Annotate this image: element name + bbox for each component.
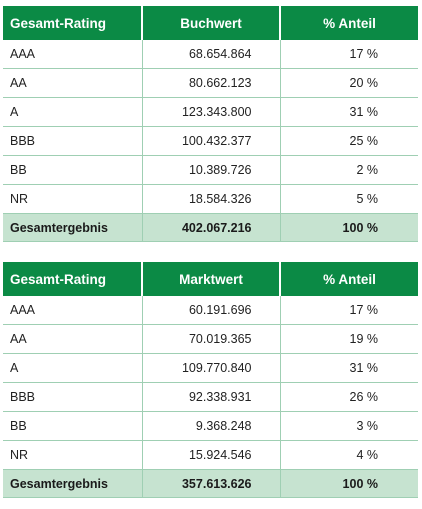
share-cell: 17 % [280, 296, 418, 325]
table-row: AA 70.019.365 19 % [3, 324, 418, 354]
value-cell: 60.191.696 [142, 296, 281, 325]
share-cell: 17 % [280, 40, 418, 69]
share-cell: 31 % [280, 97, 418, 127]
total-value: 402.067.216 [142, 213, 281, 242]
table-row: BBB 92.338.931 26 % [3, 382, 418, 412]
share-cell: 20 % [280, 68, 418, 98]
share-cell: 25 % [280, 126, 418, 156]
table-row: A 109.770.840 31 % [3, 353, 418, 383]
rating-cell: AA [3, 324, 143, 354]
value-cell: 100.432.377 [142, 126, 281, 156]
table-row: NR 15.924.546 4 % [3, 440, 418, 470]
table-header-row: Gesamt-Rating Marktwert % Anteil [3, 262, 418, 296]
rating-table-buchwert: Gesamt-Rating Buchwert % Anteil AAA 68.6… [3, 6, 418, 242]
total-label: Gesamtergebnis [3, 213, 143, 242]
table-row: A 123.343.800 31 % [3, 97, 418, 127]
share-cell: 26 % [280, 382, 418, 412]
share-cell: 2 % [280, 155, 418, 185]
table-row: BB 10.389.726 2 % [3, 155, 418, 185]
rating-cell: BBB [3, 382, 143, 412]
rating-cell: AAA [3, 40, 143, 69]
rating-cell: NR [3, 184, 143, 214]
column-header-marktwert: Marktwert [142, 262, 281, 296]
rating-cell: BB [3, 155, 143, 185]
value-cell: 70.019.365 [142, 324, 281, 354]
rating-cell: AA [3, 68, 143, 98]
total-row: Gesamtergebnis 402.067.216 100 % [3, 213, 418, 242]
table-row: AAA 68.654.864 17 % [3, 40, 418, 69]
rating-cell: BBB [3, 126, 143, 156]
rating-table-marktwert: Gesamt-Rating Marktwert % Anteil AAA 60.… [3, 262, 418, 498]
value-cell: 68.654.864 [142, 40, 281, 69]
value-cell: 109.770.840 [142, 353, 281, 383]
value-cell: 15.924.546 [142, 440, 281, 470]
value-cell: 123.343.800 [142, 97, 281, 127]
share-cell: 3 % [280, 411, 418, 441]
total-row: Gesamtergebnis 357.613.626 100 % [3, 469, 418, 498]
total-label: Gesamtergebnis [3, 469, 143, 498]
table-header-row: Gesamt-Rating Buchwert % Anteil [3, 6, 418, 40]
value-cell: 18.584.326 [142, 184, 281, 214]
rating-cell: A [3, 97, 143, 127]
column-header-buchwert: Buchwert [142, 6, 281, 40]
column-header-rating: Gesamt-Rating [3, 262, 143, 296]
column-header-anteil: % Anteil [280, 262, 418, 296]
share-cell: 19 % [280, 324, 418, 354]
table-row: BB 9.368.248 3 % [3, 411, 418, 441]
table-row: BBB 100.432.377 25 % [3, 126, 418, 156]
share-cell: 5 % [280, 184, 418, 214]
rating-cell: BB [3, 411, 143, 441]
rating-cell: NR [3, 440, 143, 470]
value-cell: 92.338.931 [142, 382, 281, 412]
table-row: AAA 60.191.696 17 % [3, 296, 418, 325]
rating-cell: A [3, 353, 143, 383]
total-value: 357.613.626 [142, 469, 281, 498]
column-header-rating: Gesamt-Rating [3, 6, 143, 40]
share-cell: 31 % [280, 353, 418, 383]
value-cell: 10.389.726 [142, 155, 281, 185]
total-share: 100 % [280, 469, 418, 498]
column-header-anteil: % Anteil [280, 6, 418, 40]
rating-cell: AAA [3, 296, 143, 325]
total-share: 100 % [280, 213, 418, 242]
share-cell: 4 % [280, 440, 418, 470]
table-row: AA 80.662.123 20 % [3, 68, 418, 98]
value-cell: 9.368.248 [142, 411, 281, 441]
value-cell: 80.662.123 [142, 68, 281, 98]
table-row: NR 18.584.326 5 % [3, 184, 418, 214]
